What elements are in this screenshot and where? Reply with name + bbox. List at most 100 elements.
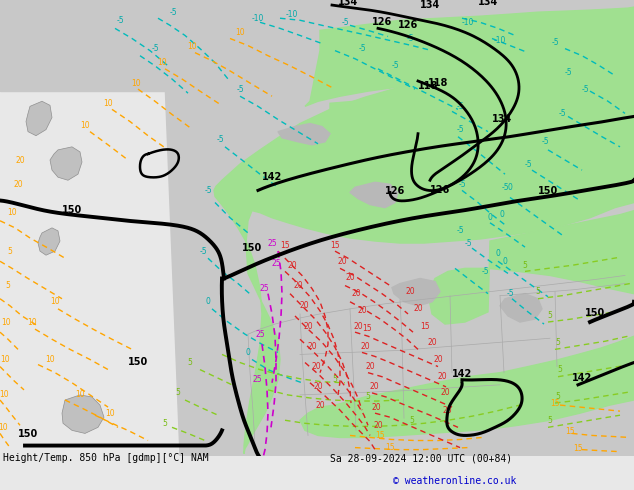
Text: 10: 10	[50, 297, 60, 306]
Text: 118: 118	[418, 81, 438, 91]
Text: -5: -5	[564, 69, 572, 77]
Text: -5: -5	[558, 109, 566, 118]
Text: -5: -5	[456, 125, 464, 134]
Text: 0: 0	[503, 257, 507, 266]
Text: -10: -10	[252, 14, 264, 23]
Text: 150: 150	[242, 243, 262, 253]
Text: 20: 20	[413, 304, 423, 314]
Text: -5: -5	[216, 135, 224, 144]
Text: -5: -5	[458, 180, 466, 189]
Text: -5: -5	[391, 61, 399, 71]
Text: -10: -10	[462, 18, 474, 27]
Text: 20: 20	[357, 306, 367, 316]
Text: 10: 10	[75, 391, 85, 399]
Text: 25: 25	[271, 259, 281, 268]
Text: 5: 5	[333, 375, 337, 384]
Polygon shape	[428, 211, 634, 324]
Text: 142: 142	[262, 172, 282, 182]
Text: 15: 15	[280, 241, 290, 249]
Text: 150: 150	[18, 429, 38, 440]
Text: 5: 5	[548, 416, 552, 425]
Text: 20: 20	[307, 342, 317, 351]
Polygon shape	[214, 59, 634, 454]
Polygon shape	[165, 5, 634, 456]
Text: 5: 5	[366, 392, 370, 401]
Polygon shape	[26, 101, 52, 136]
Text: Sa 28-09-2024 12:00 UTC (00+84): Sa 28-09-2024 12:00 UTC (00+84)	[330, 453, 512, 463]
Text: 142: 142	[452, 368, 472, 379]
Polygon shape	[0, 0, 634, 456]
Polygon shape	[0, 0, 220, 456]
Text: 20: 20	[442, 406, 452, 415]
Text: -5: -5	[199, 246, 207, 256]
Text: 134: 134	[478, 0, 498, 7]
Text: 142: 142	[572, 373, 592, 383]
Text: -10: -10	[286, 10, 298, 19]
Text: 25: 25	[259, 284, 269, 293]
Text: 15: 15	[573, 444, 583, 453]
Text: 15: 15	[420, 321, 430, 331]
Text: -5: -5	[236, 85, 244, 94]
Text: 20: 20	[437, 372, 447, 381]
Text: 5: 5	[410, 416, 415, 425]
Text: -5: -5	[501, 183, 509, 192]
Text: 5: 5	[536, 287, 540, 296]
Text: 150: 150	[128, 357, 148, 367]
Text: 126: 126	[398, 20, 418, 30]
Text: 20: 20	[299, 301, 309, 310]
Text: -10: -10	[494, 36, 506, 45]
Polygon shape	[305, 7, 634, 106]
Text: 150: 150	[62, 205, 82, 215]
Text: 25: 25	[252, 375, 262, 384]
Text: 10: 10	[27, 318, 37, 326]
Text: 20: 20	[433, 355, 443, 364]
Text: 20: 20	[427, 338, 437, 347]
Text: 20: 20	[315, 400, 325, 410]
Text: 15: 15	[330, 241, 340, 249]
Text: 0: 0	[500, 210, 505, 219]
Text: 10: 10	[80, 121, 90, 130]
Text: 10: 10	[45, 355, 55, 364]
Text: 5: 5	[555, 392, 560, 401]
Text: 20: 20	[287, 261, 297, 270]
Polygon shape	[500, 294, 542, 322]
Text: 20: 20	[311, 362, 321, 371]
Text: 15: 15	[550, 398, 560, 408]
Text: -5: -5	[204, 186, 212, 195]
Text: -5: -5	[406, 34, 414, 43]
Text: -5: -5	[169, 8, 177, 17]
Text: 5: 5	[548, 312, 552, 320]
Text: 20: 20	[373, 421, 383, 430]
Text: 0: 0	[205, 297, 210, 306]
Text: 10: 10	[1, 318, 11, 326]
Text: 15: 15	[385, 443, 395, 452]
Text: 20: 20	[351, 289, 361, 298]
Text: -5: -5	[481, 267, 489, 276]
Text: -5: -5	[116, 16, 124, 25]
Text: Height/Temp. 850 hPa [gdmp][°C] NAM: Height/Temp. 850 hPa [gdmp][°C] NAM	[3, 453, 209, 463]
Text: 5: 5	[522, 261, 527, 270]
Text: 20: 20	[13, 180, 23, 189]
Text: 150: 150	[538, 186, 558, 196]
Text: 20: 20	[345, 273, 355, 282]
Text: 0: 0	[496, 248, 500, 258]
Polygon shape	[0, 0, 634, 91]
Text: 10: 10	[0, 355, 10, 364]
Text: -5: -5	[506, 289, 514, 298]
Polygon shape	[350, 182, 398, 208]
Text: 10: 10	[0, 391, 9, 399]
Text: 20: 20	[440, 389, 450, 397]
Text: 134: 134	[420, 0, 440, 10]
Text: 5: 5	[188, 358, 193, 367]
Text: 10: 10	[103, 99, 113, 108]
Text: 20: 20	[15, 155, 25, 165]
Text: -5: -5	[456, 226, 464, 235]
Text: 10: 10	[157, 58, 167, 67]
Text: © weatheronline.co.uk: © weatheronline.co.uk	[393, 476, 517, 486]
Text: -5: -5	[581, 85, 589, 94]
Text: 25: 25	[256, 330, 265, 339]
Text: 10: 10	[187, 42, 197, 51]
Text: 126: 126	[385, 186, 405, 196]
Text: 20: 20	[371, 403, 381, 412]
Text: 5: 5	[176, 389, 181, 397]
